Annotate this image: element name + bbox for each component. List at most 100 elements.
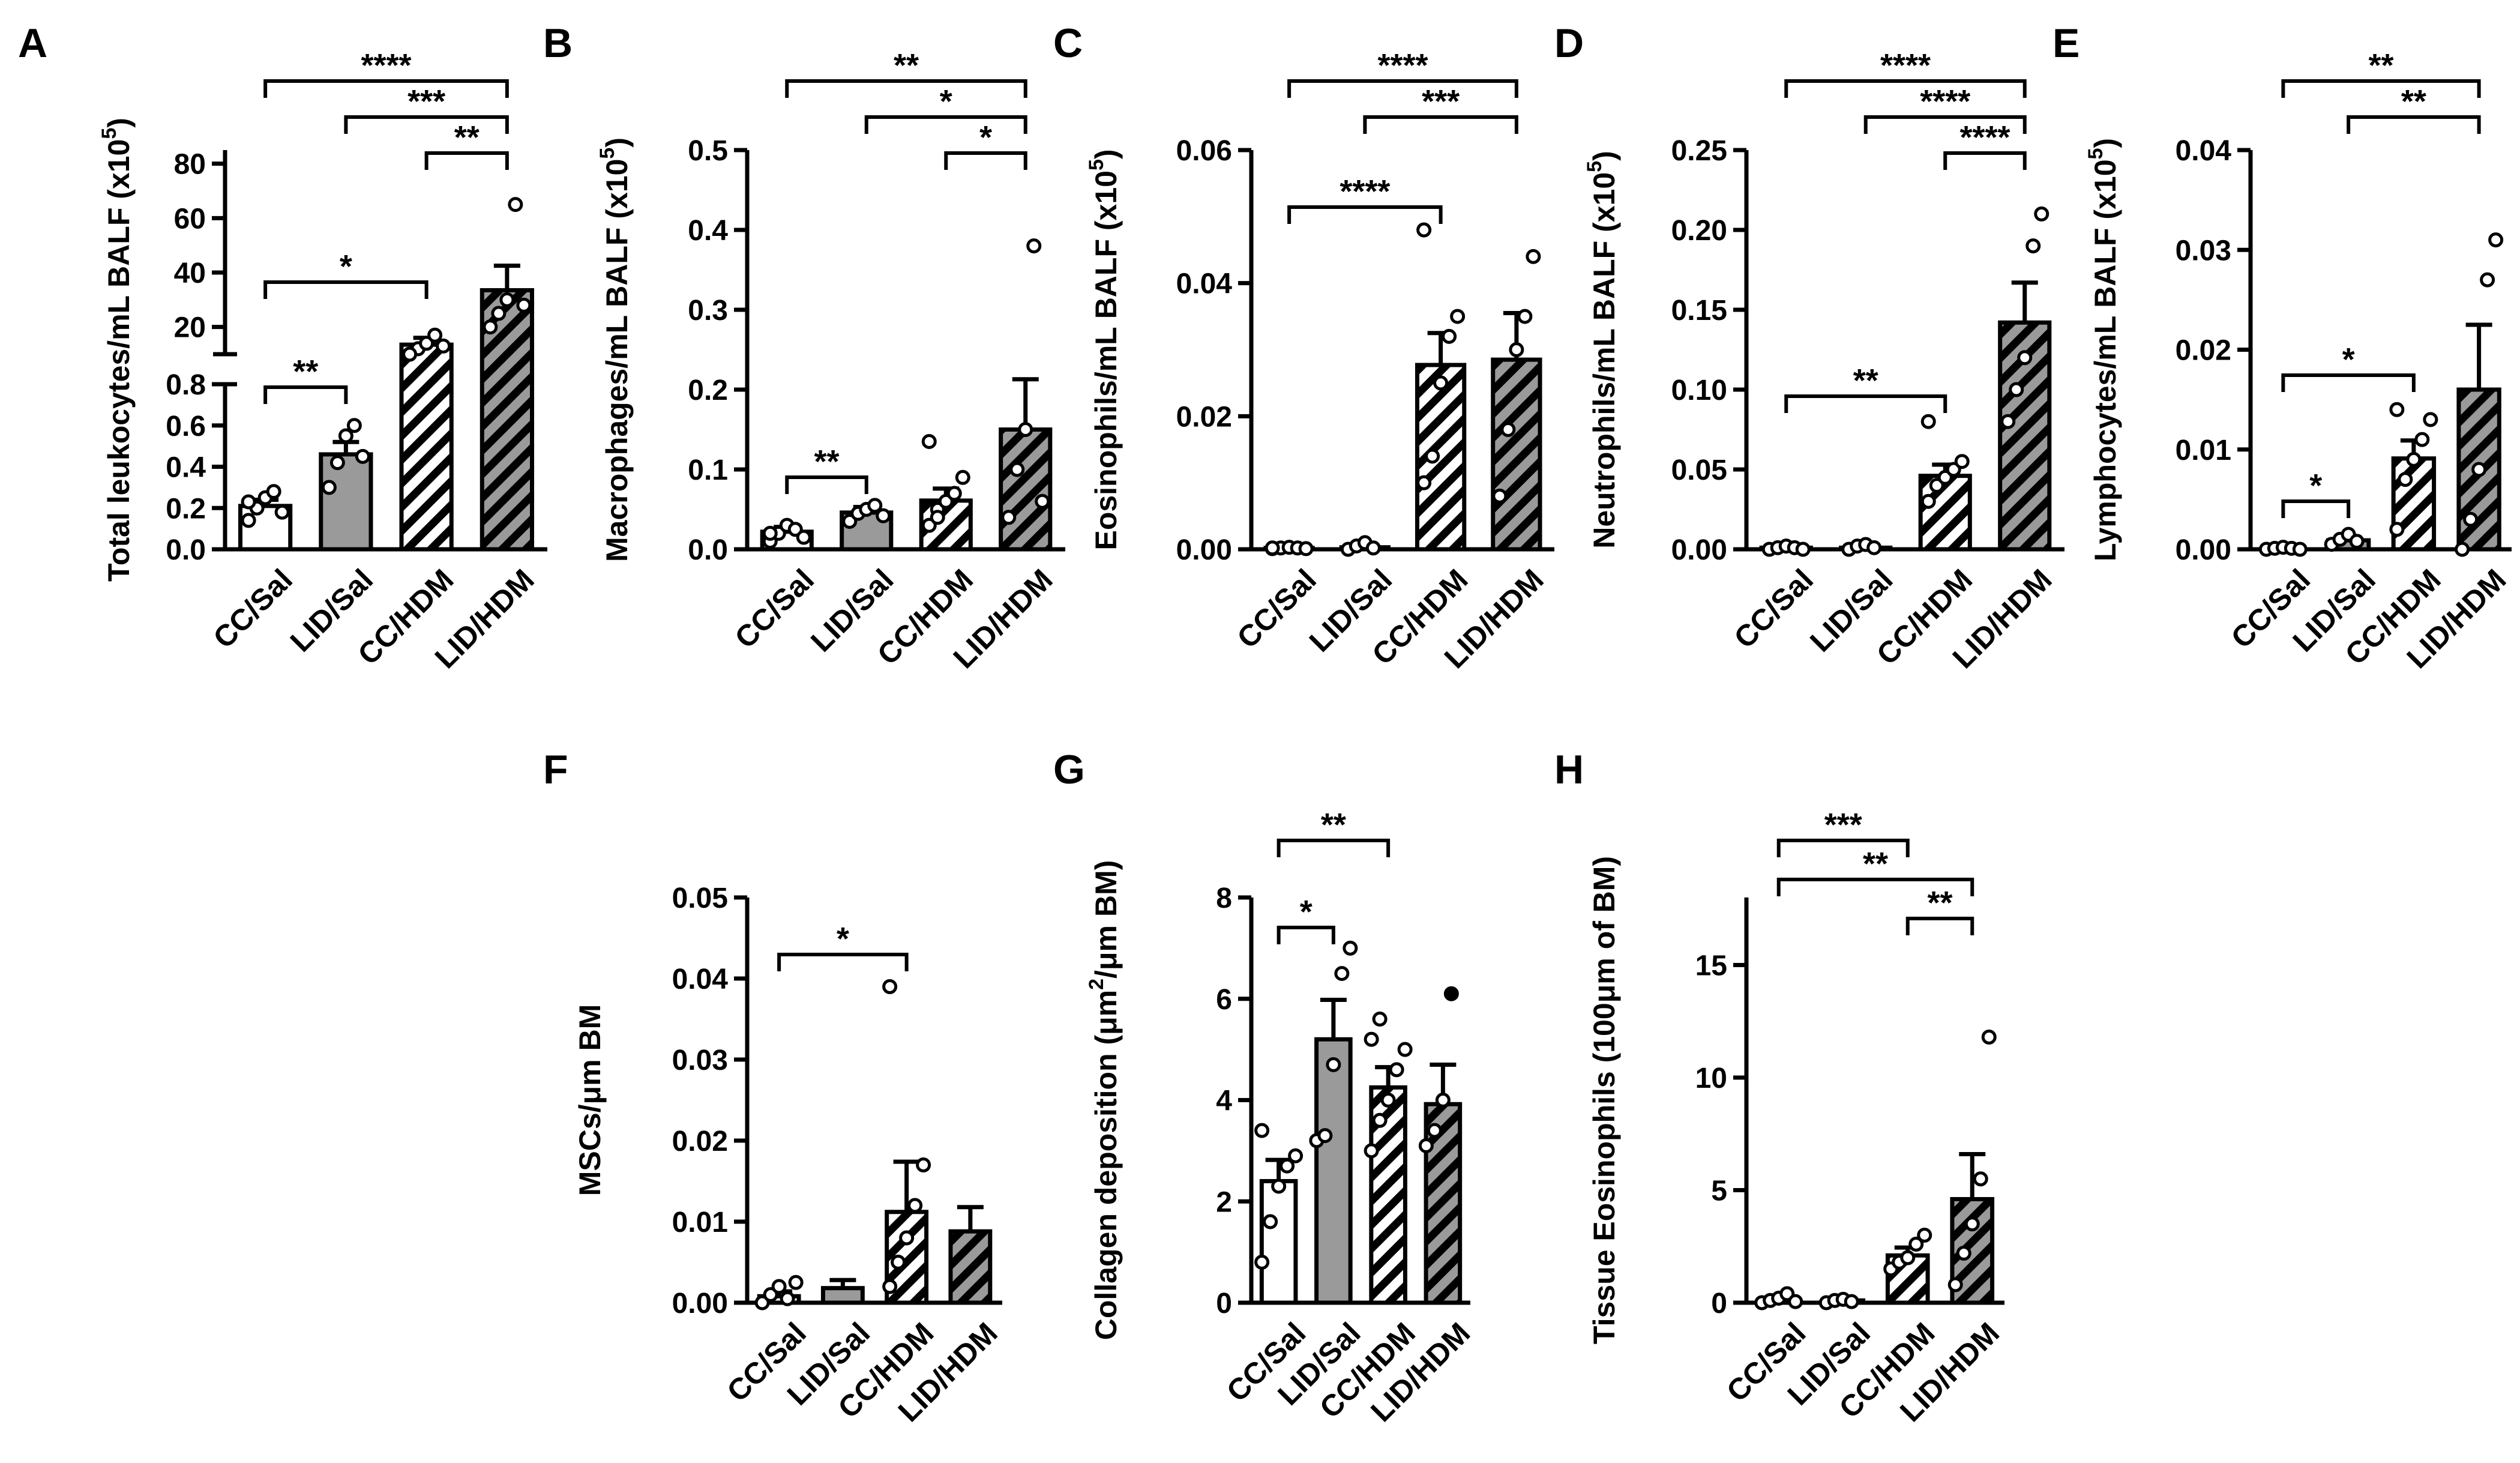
data-point bbox=[1254, 1123, 1270, 1138]
significance-label: * bbox=[940, 83, 952, 119]
y-tick-label: 0 bbox=[1216, 1288, 1232, 1320]
data-point bbox=[427, 327, 443, 343]
data-point bbox=[1317, 1128, 1333, 1144]
data-point bbox=[274, 504, 290, 520]
y-axis-label: Lymphocytes/mL BALF (x105) bbox=[2084, 138, 2122, 561]
significance-bracket bbox=[2281, 373, 2416, 392]
data-point bbox=[1795, 541, 1811, 557]
bar-cc-hdm bbox=[399, 342, 454, 552]
data-point bbox=[1372, 1012, 1388, 1027]
data-point bbox=[1265, 540, 1280, 556]
data-point bbox=[2488, 232, 2504, 248]
y-tick-label: 20 bbox=[174, 312, 206, 344]
data-point bbox=[241, 513, 256, 528]
y-tick-label: 0.00 bbox=[1671, 534, 1727, 566]
data-point bbox=[1425, 448, 1440, 464]
data-point bbox=[1018, 422, 1033, 437]
data-point bbox=[1947, 1277, 1963, 1293]
significance-bracket bbox=[424, 151, 509, 170]
y-axis-label-close: ) bbox=[102, 118, 136, 128]
data-point bbox=[329, 455, 345, 471]
y-tick-label: 0.0 bbox=[166, 534, 206, 566]
y-axis-label-superscript: 5 bbox=[1085, 159, 1108, 170]
significance-label: **** bbox=[361, 47, 411, 83]
y-tick-label: 0.4 bbox=[688, 215, 728, 247]
data-point bbox=[2423, 412, 2438, 427]
y-tick-label: 0.04 bbox=[1176, 268, 1233, 300]
data-point bbox=[1271, 1178, 1287, 1194]
significance-label: **** bbox=[1959, 119, 2010, 155]
data-point bbox=[346, 418, 362, 433]
significance-bracket bbox=[1277, 839, 1391, 857]
significance-bracket bbox=[1776, 878, 1974, 896]
panel-label: C bbox=[1053, 20, 1083, 66]
significance-label: *** bbox=[407, 83, 445, 119]
y-tick-label: 0.2 bbox=[688, 375, 728, 406]
data-point bbox=[2000, 414, 2016, 429]
data-point bbox=[1365, 540, 1381, 556]
significance-bracket bbox=[777, 953, 909, 971]
data-point bbox=[907, 1198, 923, 1213]
data-point bbox=[788, 1274, 804, 1290]
data-point bbox=[930, 510, 945, 525]
y-axis-label: Total leukocytes/mL BALF (x105) bbox=[98, 118, 136, 582]
significance-bracket bbox=[1776, 839, 1910, 857]
data-point bbox=[1450, 309, 1466, 324]
y-tick-label: 2 bbox=[1216, 1186, 1232, 1218]
data-point bbox=[2349, 534, 2365, 549]
data-point bbox=[2463, 511, 2479, 527]
significance-bracket bbox=[263, 280, 429, 299]
y-axis-label-text: Collagen deposition (μm bbox=[1089, 990, 1123, 1340]
data-point bbox=[2389, 522, 2405, 537]
significance-bracket bbox=[344, 115, 509, 134]
panel-a: A 0.0 0.2 0.4 0.6 0.8 20 40 60 80 Total leukocytes… bbox=[18, 20, 547, 675]
data-point bbox=[508, 197, 523, 213]
x-tick-label: CC/Sal bbox=[1728, 563, 1820, 655]
bar-cc-hdm bbox=[1918, 474, 1972, 552]
y-axis-label-text: Eosinophils/mL BALF (x10 bbox=[1089, 170, 1123, 551]
y-axis-label-superscript: 5 bbox=[98, 128, 121, 139]
y-tick-label: 0.02 bbox=[1176, 401, 1232, 433]
data-point bbox=[1389, 1062, 1404, 1078]
y-tick-label: 0.06 bbox=[1176, 135, 1232, 167]
y-tick-label: 0 bbox=[1711, 1288, 1727, 1320]
y-tick-label: 0.15 bbox=[1671, 295, 1727, 327]
data-point bbox=[1372, 1112, 1388, 1128]
data-point bbox=[1288, 1148, 1304, 1163]
significance-label: **** bbox=[1340, 173, 1390, 210]
y-tick-label: 4 bbox=[1216, 1085, 1232, 1117]
bar-lid-sal bbox=[1314, 1037, 1353, 1305]
data-point bbox=[955, 469, 970, 485]
y-axis-label-close: ) bbox=[600, 137, 634, 148]
data-point bbox=[2471, 462, 2487, 477]
y-tick-label: 0.25 bbox=[1671, 135, 1727, 167]
significance-label: * bbox=[2342, 342, 2355, 378]
y-axis-label-text: Neutrophils/mL BALF (x10 bbox=[1587, 172, 1621, 549]
data-point bbox=[2017, 350, 2033, 366]
y-tick-label: 0.04 bbox=[2176, 135, 2232, 167]
panel-label: D bbox=[1554, 20, 1584, 66]
panel-label: F bbox=[543, 747, 568, 792]
y-axis-label: Macrophages/mL BALF (x105) bbox=[596, 137, 634, 562]
data-point bbox=[762, 525, 778, 541]
data-point bbox=[1280, 1158, 1295, 1174]
data-point bbox=[1492, 488, 1508, 504]
y-axis-label-close: /μm BM) bbox=[1089, 860, 1123, 979]
significance-bracket bbox=[263, 385, 348, 404]
y-tick-label: 0.05 bbox=[1671, 454, 1727, 486]
data-point bbox=[1956, 1246, 1971, 1261]
y-tick-label: 0.02 bbox=[672, 1126, 728, 1157]
data-point bbox=[1900, 1250, 1916, 1265]
y-tick-label: 0.04 bbox=[672, 964, 729, 995]
data-point bbox=[1973, 1171, 1988, 1187]
y-axis-label-text: Total leukocytes/mL BALF (x10 bbox=[102, 139, 136, 582]
bar-cc-sal bbox=[1259, 1179, 1298, 1305]
significance-label: **** bbox=[1920, 83, 1970, 119]
data-point bbox=[921, 433, 937, 449]
y-tick-label: 0.00 bbox=[672, 1288, 728, 1320]
data-point bbox=[1416, 475, 1432, 490]
significance-label: ** bbox=[293, 354, 318, 390]
bar-lid-hdm bbox=[999, 427, 1053, 552]
y-tick-label: 0.00 bbox=[1176, 534, 1232, 566]
